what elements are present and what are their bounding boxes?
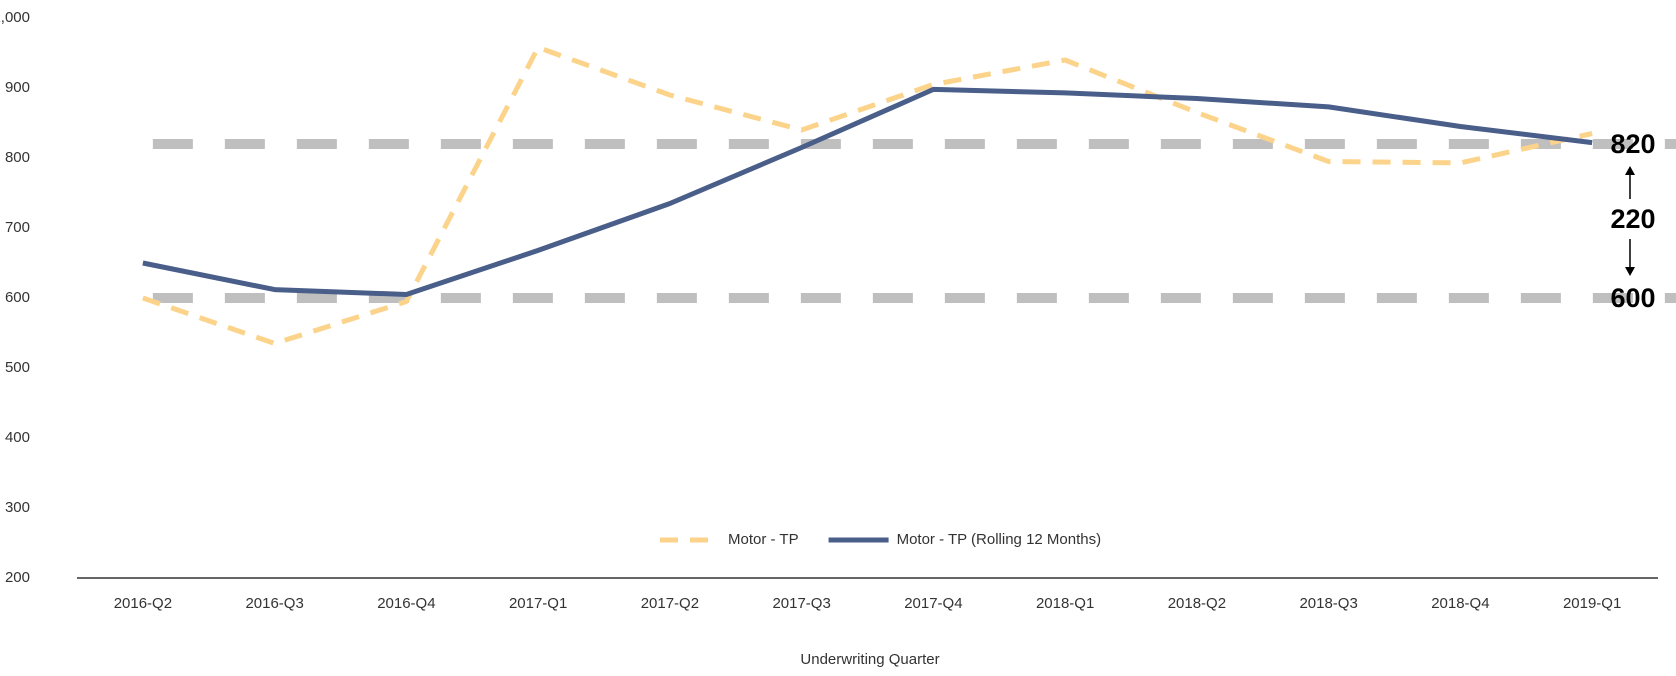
y-tick-label: 200: [5, 569, 30, 586]
y-tick-label: 800: [5, 149, 30, 166]
arrow-up-head: [1625, 166, 1635, 175]
x-tick-label: 2016-Q3: [245, 595, 303, 612]
series-line: [142, 44, 1593, 346]
x-tick-label: 2017-Q1: [509, 595, 567, 612]
difference-label: 220: [1610, 204, 1655, 234]
arrow-down-head: [1625, 267, 1635, 276]
reference-label: 600: [1610, 283, 1655, 313]
y-tick-label: 600: [5, 289, 30, 306]
x-tick-label: 2017-Q4: [904, 595, 962, 612]
y-tick-label: 1,000: [0, 9, 30, 26]
x-tick-label: 2017-Q2: [641, 595, 699, 612]
x-tick-label: 2018-Q4: [1431, 595, 1489, 612]
y-tick-label: 300: [5, 499, 30, 516]
x-tick-label: 2018-Q1: [1036, 595, 1094, 612]
y-tick-label: 700: [5, 219, 30, 236]
y-tick-label: 900: [5, 79, 30, 96]
series-line: [142, 86, 1593, 297]
x-axis-title: Underwriting Quarter: [800, 651, 939, 668]
x-tick-label: 2016-Q2: [114, 595, 172, 612]
x-tick-label: 2018-Q2: [1168, 595, 1226, 612]
reference-label: 820: [1610, 129, 1655, 159]
legend-label: Motor - TP: [728, 531, 799, 548]
x-tick-label: 2019-Q1: [1563, 595, 1621, 612]
legend-label: Motor - TP (Rolling 12 Months): [897, 531, 1102, 548]
x-tick-label: 2016-Q4: [377, 595, 435, 612]
x-tick-label: 2018-Q3: [1299, 595, 1357, 612]
x-tick-label: 2017-Q3: [772, 595, 830, 612]
y-tick-label: 500: [5, 359, 30, 376]
y-tick-label: 400: [5, 429, 30, 446]
